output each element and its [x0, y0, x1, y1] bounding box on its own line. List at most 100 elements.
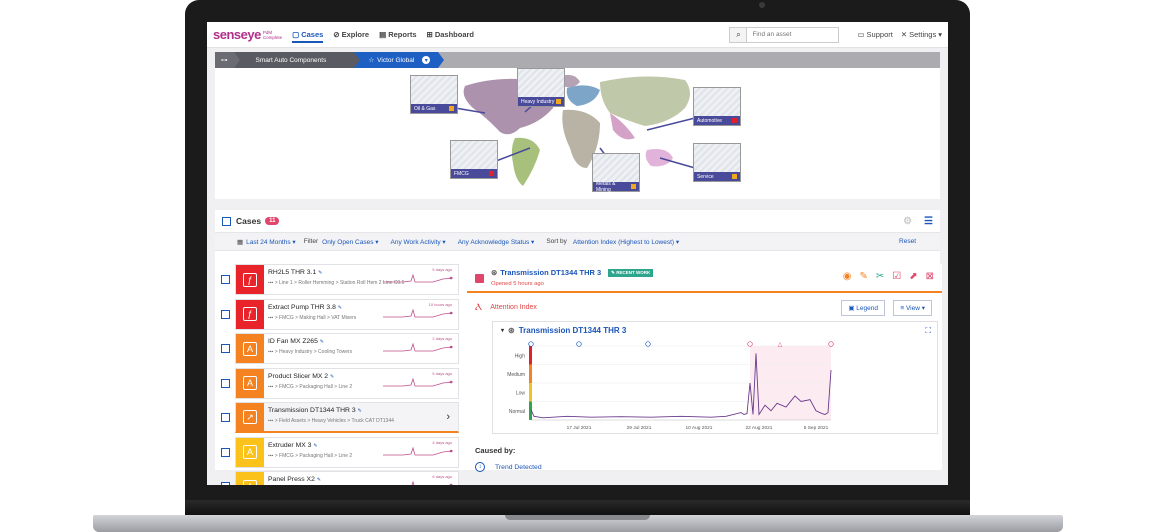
case-row[interactable]: ƒ RH2L5 THR 3.1 ✎ ▪▪▪ > Line 1 > Roller He…: [221, 264, 459, 295]
case-type-icon: ƒ: [243, 307, 257, 321]
case-severity-stripe: ƒ: [236, 299, 264, 329]
case-checkbox[interactable]: [221, 482, 230, 485]
pen-icon: ✎: [337, 304, 342, 311]
event-marker: [645, 341, 651, 347]
case-card[interactable]: A Panel Press X2 ✎ 6 days ago: [235, 471, 459, 485]
sort-dropdown[interactable]: Attention Index (Highest to Lowest) ▾: [572, 238, 680, 246]
breadcrumb-item-1[interactable]: Smart Auto Components: [233, 52, 361, 68]
brand-logo[interactable]: senseye PdM Complete: [213, 27, 282, 42]
gear-icon[interactable]: ⚙: [903, 215, 913, 227]
nav-reports[interactable]: ▤ Reports: [379, 30, 417, 39]
case-card[interactable]: A Product Slicer MX 2 ✎ ▪▪▪ > FMCG > Packa…: [235, 367, 459, 399]
search-input[interactable]: [747, 26, 840, 43]
dropdown-icon[interactable]: ▾: [422, 56, 431, 64]
case-row[interactable]: A Panel Press X2 ✎ 6 days ago: [221, 471, 459, 485]
case-row[interactable]: A ID Fan MX Z265 ✎ ▪▪▪ > Heavy Industry > …: [221, 333, 459, 364]
fullscreen-icon[interactable]: ⛶: [925, 326, 931, 335]
industry-card-metals-mining[interactable]: Metals & Mining: [592, 153, 640, 193]
case-card[interactable]: A ID Fan MX Z265 ✎ ▪▪▪ > Heavy Industry > …: [235, 333, 459, 364]
industry-card-heavy-industry[interactable]: Heavy Industry: [517, 68, 565, 107]
industry-card-automotive[interactable]: Automotive: [693, 87, 741, 126]
external-link-icon[interactable]: ⬈: [909, 271, 918, 282]
map-graphic: [454, 74, 696, 186]
breadcrumb-item-2[interactable]: ☆ Victor Global ▾: [354, 52, 445, 68]
case-name: RH2L5 THR 3.1 ✎: [268, 269, 323, 276]
case-row[interactable]: ↗ Transmission DT1344 THR 3 ✎ ▪▪▪ > Field …: [221, 402, 459, 433]
case-title[interactable]: ⊛ Transmission DT1344 THR 3 ✎ RECENT WOR…: [491, 268, 654, 277]
industry-card-service[interactable]: Service: [693, 143, 741, 182]
trend-detected-item[interactable]: ↕ Trend Detected: [475, 462, 542, 472]
case-card[interactable]: ƒ Extract Pump THR 3.8 ✎ ▪▪▪ > FMCG > Maki…: [235, 298, 459, 330]
acknowledge-dropdown[interactable]: Any Acknowledge Status ▾: [457, 238, 535, 246]
case-severity-stripe: A: [236, 334, 264, 363]
case-type-icon: ↗: [243, 410, 257, 424]
caused-by-label: Caused by:: [475, 446, 516, 455]
brand-name: senseye: [213, 27, 261, 42]
work-activity-dropdown[interactable]: Any Work Activity ▾: [390, 238, 446, 246]
base-notch: [505, 515, 650, 520]
pen-icon: ✎: [318, 270, 323, 276]
case-checkbox[interactable]: [221, 275, 230, 284]
case-sparkline: [383, 273, 453, 283]
chevron-right-icon[interactable]: ›: [446, 411, 450, 423]
case-info: Extract Pump THR 3.8 ✎ ▪▪▪ > FMCG > Makin…: [264, 300, 458, 329]
case-actions: ◉ ✎ ✂ ☑ ⬈ ⊠: [843, 271, 934, 282]
nav-dashboard[interactable]: ⊞ Dashboard: [426, 30, 475, 39]
tools-icon[interactable]: ✂: [875, 271, 885, 282]
industry-card-fmcg[interactable]: FMCG: [450, 140, 498, 179]
date-range-dropdown[interactable]: Last 24 Months ▾: [246, 238, 296, 246]
case-checkbox[interactable]: [221, 378, 230, 388]
collapse-caret-icon[interactable]: ▾: [501, 328, 505, 334]
search-button[interactable]: ⌕: [729, 26, 748, 43]
event-marker: [576, 341, 582, 347]
nav-explore[interactable]: ⊘ Explore: [333, 30, 370, 39]
checklist-icon[interactable]: ☑: [892, 271, 902, 282]
case-type-icon: ƒ: [243, 272, 257, 287]
case-severity-stripe: ƒ: [236, 265, 264, 294]
legend-button[interactable]: ▣ Legend: [841, 300, 885, 316]
case-card[interactable]: ↗ Transmission DT1344 THR 3 ✎ ▪▪▪ > Field …: [235, 402, 459, 433]
support-link[interactable]: ▭ Support: [857, 30, 893, 39]
case-checkbox[interactable]: [221, 413, 230, 422]
status-indicator: [489, 171, 494, 176]
cases-header: Cases 11 ⚙ ☰: [215, 210, 940, 232]
pen-icon: ✎: [313, 442, 318, 449]
nav-cases[interactable]: ▢ Cases: [292, 30, 324, 43]
calendar-icon: ▦: [237, 238, 244, 246]
case-card[interactable]: A Extruder MX 3 ✎ ▪▪▪ > FMCG > Packaging H…: [235, 436, 459, 468]
close-case-icon[interactable]: ⊠: [925, 271, 934, 282]
watch-eye-icon[interactable]: ◉: [842, 271, 852, 282]
x-tick-label: 5 Sep 2021: [804, 425, 829, 431]
case-row[interactable]: A Extruder MX 3 ✎ ▪▪▪ > FMCG > Packaging H…: [221, 436, 459, 468]
cases-icon: ▢: [292, 30, 300, 39]
case-severity-stripe: A: [236, 437, 264, 467]
chart-title[interactable]: ▾ ⊛ Transmission DT1344 THR 3: [501, 326, 627, 335]
select-all-checkbox[interactable]: [222, 216, 231, 226]
case-type-icon: A: [243, 341, 257, 356]
settings-menu[interactable]: ✕ Settings ▾: [900, 30, 942, 39]
sliders-icon[interactable]: ☰: [924, 215, 933, 227]
chart-plot[interactable]: Normal Low Medium High 17 Jul 2021 29 Jul 202…: [493, 338, 937, 434]
case-checkbox[interactable]: [221, 309, 230, 319]
case-sparkline: [411, 480, 453, 485]
pen-icon: ✎: [319, 339, 324, 345]
case-row[interactable]: A Product Slicer MX 2 ✎ ▪▪▪ > FMCG > Packa…: [221, 367, 459, 399]
view-button[interactable]: ≡ View ▾: [893, 300, 932, 316]
case-row[interactable]: ƒ Extract Pump THR 3.8 ✎ ▪▪▪ > FMCG > Maki…: [221, 298, 459, 330]
level-band: [529, 383, 532, 402]
y-tick-label: Normal: [509, 409, 525, 415]
status-filter-dropdown[interactable]: Only Open Cases ▾: [322, 238, 379, 246]
case-checkbox[interactable]: [221, 344, 230, 353]
status-indicator: [449, 106, 454, 111]
case-card[interactable]: ƒ RH2L5 THR 3.1 ✎ ▪▪▪ > Line 1 > Roller He…: [235, 264, 459, 295]
industry-image: [694, 144, 740, 172]
reset-link[interactable]: Reset: [899, 238, 916, 245]
edit-pen-icon[interactable]: ✎: [859, 271, 868, 282]
breadcrumb-home[interactable]: ⊶: [215, 52, 240, 68]
case-checkbox[interactable]: [221, 447, 230, 457]
cases-title: Cases: [236, 216, 262, 226]
report-icon: ▤: [379, 30, 387, 39]
case-detail-panel: ⊛ Transmission DT1344 THR 3 ✎ RECENT WOR…: [467, 264, 942, 472]
attention-index-label: Attention Index: [490, 303, 537, 311]
industry-card-oil-gas[interactable]: Oil & Gas: [410, 75, 458, 114]
